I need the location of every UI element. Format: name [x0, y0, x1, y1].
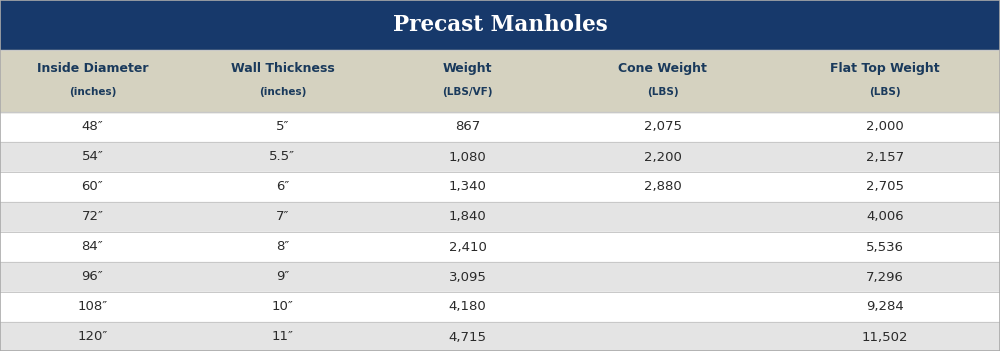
Bar	[0, 142, 1000, 172]
Text: 1,080: 1,080	[449, 151, 486, 164]
Bar	[0, 202, 1000, 232]
Bar	[0, 172, 1000, 202]
Text: 108″: 108″	[77, 300, 108, 313]
Text: Inside Diameter: Inside Diameter	[37, 62, 148, 75]
Text: 7,296: 7,296	[866, 271, 904, 284]
Text: Precast Manholes: Precast Manholes	[393, 14, 607, 36]
Text: 4,180: 4,180	[449, 300, 486, 313]
Text: 5.5″: 5.5″	[269, 151, 296, 164]
Text: 4,006: 4,006	[866, 211, 904, 224]
Text: 120″: 120″	[77, 331, 108, 344]
Text: 48″: 48″	[82, 120, 103, 133]
Text: 4,715: 4,715	[448, 331, 486, 344]
Text: 2,200: 2,200	[644, 151, 681, 164]
Text: 9,284: 9,284	[866, 300, 904, 313]
Text: Flat Top Weight: Flat Top Weight	[830, 62, 940, 75]
Text: 1,340: 1,340	[449, 180, 486, 193]
Text: 11,502: 11,502	[862, 331, 908, 344]
Text: 2,410: 2,410	[449, 240, 486, 253]
Text: 84″: 84″	[82, 240, 103, 253]
Text: 1,840: 1,840	[449, 211, 486, 224]
Bar	[0, 322, 1000, 351]
Text: Weight: Weight	[443, 62, 492, 75]
Text: 8″: 8″	[276, 240, 289, 253]
Text: 96″: 96″	[82, 271, 103, 284]
Text: 867: 867	[455, 120, 480, 133]
Text: 2,000: 2,000	[866, 120, 904, 133]
Text: 3,095: 3,095	[449, 271, 486, 284]
Text: 72″: 72″	[82, 211, 104, 224]
Text: (inches): (inches)	[259, 87, 306, 97]
Text: 6″: 6″	[276, 180, 289, 193]
Bar	[0, 112, 1000, 142]
Text: 2,075: 2,075	[644, 120, 682, 133]
Text: 10″: 10″	[272, 300, 293, 313]
Text: 54″: 54″	[82, 151, 103, 164]
Bar	[0, 232, 1000, 262]
Bar	[0, 262, 1000, 292]
Text: 60″: 60″	[82, 180, 103, 193]
Text: 7″: 7″	[276, 211, 289, 224]
Text: (LBS): (LBS)	[647, 87, 678, 97]
Bar	[0, 292, 1000, 322]
Text: 2,157: 2,157	[866, 151, 904, 164]
Text: 2,880: 2,880	[644, 180, 681, 193]
Text: 5,536: 5,536	[866, 240, 904, 253]
Text: 5″: 5″	[276, 120, 289, 133]
Text: 2,705: 2,705	[866, 180, 904, 193]
Text: Wall Thickness: Wall Thickness	[231, 62, 334, 75]
Text: (LBS/VF): (LBS/VF)	[442, 87, 493, 97]
Text: 11″: 11″	[272, 331, 294, 344]
Text: Cone Weight: Cone Weight	[618, 62, 707, 75]
Bar	[0, 0, 1000, 50]
Text: (inches): (inches)	[69, 87, 116, 97]
Bar	[0, 50, 1000, 112]
Text: 9″: 9″	[276, 271, 289, 284]
Text: (LBS): (LBS)	[869, 87, 901, 97]
